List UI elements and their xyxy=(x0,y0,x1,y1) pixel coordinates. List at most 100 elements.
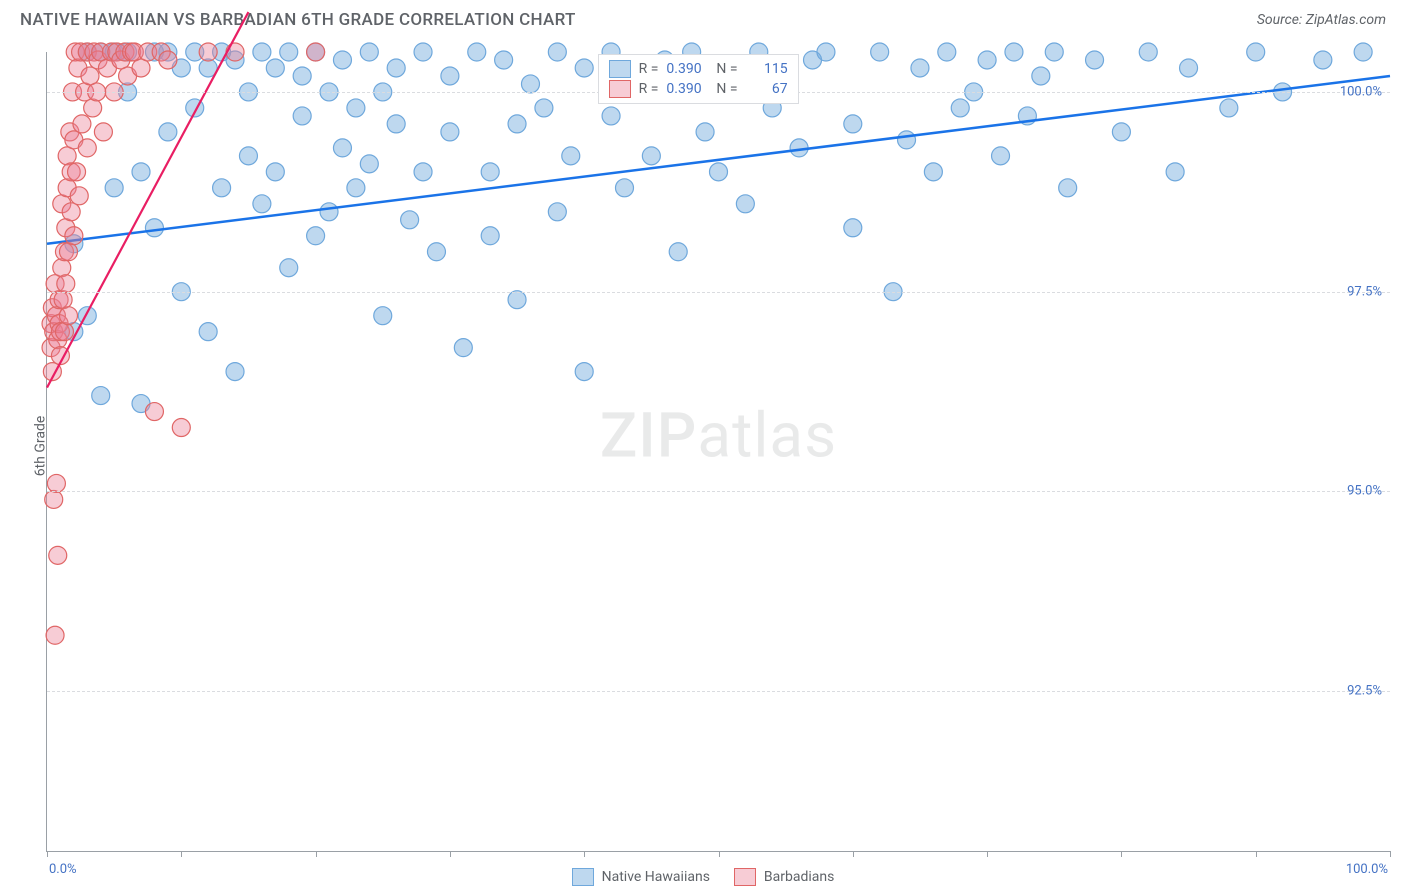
bottom-legend: Native Hawaiians Barbadians xyxy=(0,868,1406,886)
legend-item: Native Hawaiians xyxy=(572,868,710,886)
data-point xyxy=(575,363,593,381)
r-value: 0.390 xyxy=(666,61,708,77)
data-point xyxy=(951,99,969,117)
data-point xyxy=(710,163,728,181)
data-point xyxy=(360,155,378,173)
data-point xyxy=(226,363,244,381)
x-tick xyxy=(450,851,451,857)
data-point xyxy=(1220,99,1238,117)
n-label: N = xyxy=(716,61,737,77)
data-point xyxy=(145,403,163,421)
data-point xyxy=(68,163,86,181)
y-tick-label: 100.0% xyxy=(1340,84,1382,99)
data-point xyxy=(736,195,754,213)
data-point xyxy=(441,123,459,141)
data-point xyxy=(280,259,298,277)
data-point xyxy=(642,147,660,165)
data-point xyxy=(132,163,150,181)
data-point xyxy=(521,75,539,93)
data-point xyxy=(46,626,64,644)
legend-swatch xyxy=(572,868,594,886)
data-point xyxy=(535,99,553,117)
data-point xyxy=(293,67,311,85)
data-point xyxy=(213,179,231,197)
y-tick-label: 95.0% xyxy=(1347,484,1382,499)
n-value: 115 xyxy=(746,61,788,77)
y-tick-label: 92.5% xyxy=(1347,684,1382,699)
data-point xyxy=(1086,51,1104,69)
data-point xyxy=(508,291,526,309)
data-point xyxy=(78,139,96,157)
data-point xyxy=(347,179,365,197)
stats-legend-row: R =0.390 N =67 xyxy=(609,79,788,99)
y-tick-label: 97.5% xyxy=(1347,284,1382,299)
x-tick xyxy=(1256,851,1257,857)
data-point xyxy=(199,323,217,341)
data-point xyxy=(92,387,110,405)
n-label: N = xyxy=(716,81,737,97)
data-point xyxy=(427,243,445,261)
data-point xyxy=(387,59,405,77)
data-point xyxy=(468,43,486,61)
legend-label: Barbadians xyxy=(764,869,834,885)
data-point xyxy=(508,115,526,133)
legend-item: Barbadians xyxy=(734,868,834,886)
data-point xyxy=(978,51,996,69)
data-point xyxy=(253,195,271,213)
data-point xyxy=(1247,43,1265,61)
data-point xyxy=(1180,59,1198,77)
data-point xyxy=(1314,51,1332,69)
data-point xyxy=(562,147,580,165)
x-tick xyxy=(1390,851,1391,857)
data-point xyxy=(414,43,432,61)
data-point xyxy=(992,147,1010,165)
data-point xyxy=(1032,67,1050,85)
data-point xyxy=(307,227,325,245)
data-point xyxy=(495,51,513,69)
legend-label: Native Hawaiians xyxy=(602,869,710,885)
data-point xyxy=(49,546,67,564)
data-point xyxy=(575,59,593,77)
data-point xyxy=(669,243,687,261)
stats-legend: R =0.390 N =115 R =0.390 N =67 xyxy=(598,54,799,104)
legend-swatch xyxy=(609,80,631,98)
data-point xyxy=(1005,43,1023,61)
data-point xyxy=(414,163,432,181)
data-point xyxy=(441,67,459,85)
data-point xyxy=(94,123,112,141)
data-point xyxy=(374,307,392,325)
data-point xyxy=(615,179,633,197)
data-point xyxy=(159,123,177,141)
data-point xyxy=(266,163,284,181)
data-point xyxy=(70,187,88,205)
data-point xyxy=(73,115,91,133)
data-point xyxy=(548,43,566,61)
gridline xyxy=(47,292,1390,293)
data-point xyxy=(81,67,99,85)
data-point xyxy=(387,115,405,133)
x-tick xyxy=(853,851,854,857)
data-point xyxy=(1112,123,1130,141)
data-point xyxy=(454,339,472,357)
chart-title: NATIVE HAWAIIAN VS BARBADIAN 6TH GRADE C… xyxy=(20,10,576,30)
data-point xyxy=(481,227,499,245)
gridline xyxy=(47,491,1390,492)
data-point xyxy=(132,59,150,77)
data-point xyxy=(159,51,177,69)
data-point xyxy=(266,59,284,77)
legend-swatch xyxy=(609,60,631,78)
data-point xyxy=(481,163,499,181)
n-value: 67 xyxy=(746,81,788,97)
x-tick xyxy=(719,851,720,857)
data-point xyxy=(401,211,419,229)
data-point xyxy=(105,179,123,197)
data-point xyxy=(1139,43,1157,61)
data-point xyxy=(199,43,217,61)
data-point xyxy=(360,43,378,61)
x-tick xyxy=(181,851,182,857)
data-point xyxy=(844,219,862,237)
x-tick xyxy=(584,851,585,857)
data-point xyxy=(145,219,163,237)
data-point xyxy=(47,474,65,492)
data-point xyxy=(1045,43,1063,61)
